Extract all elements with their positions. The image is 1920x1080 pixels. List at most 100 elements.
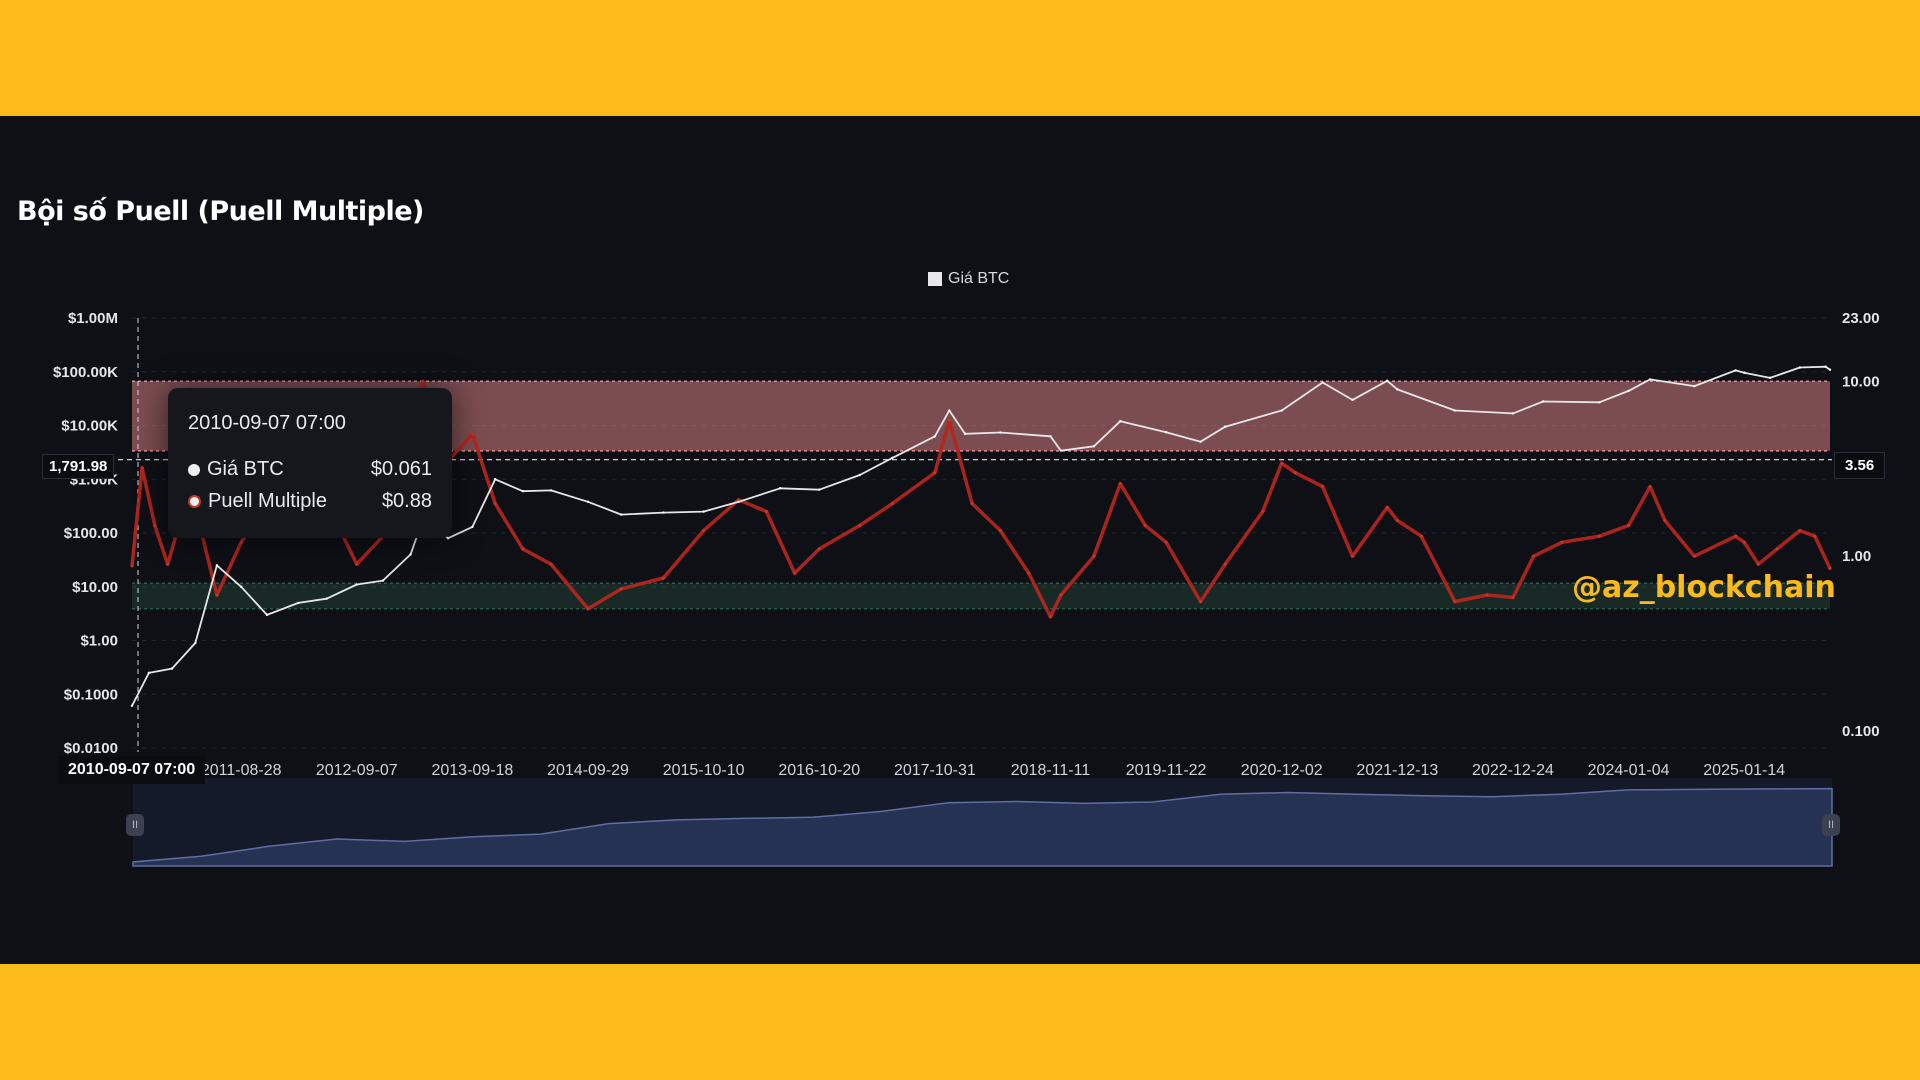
puell-point <box>1419 534 1423 538</box>
puell-point <box>1485 593 1489 597</box>
price-point <box>1828 368 1832 371</box>
price-point <box>1743 371 1746 374</box>
puell-point <box>1532 554 1536 558</box>
price-point <box>1321 381 1324 384</box>
left-tick-label: $10.00 <box>72 579 118 596</box>
x-tick-label: 2020-12-02 <box>1241 762 1323 779</box>
puell-point <box>793 571 797 575</box>
puell-point <box>421 379 425 383</box>
price-point <box>1693 384 1696 388</box>
puell-point <box>239 540 243 544</box>
puell-point <box>1092 554 1096 558</box>
puell-point <box>1395 518 1399 522</box>
puell-point <box>586 607 590 611</box>
puell-point <box>470 432 474 436</box>
price-point <box>265 613 269 617</box>
puell-point <box>1027 571 1031 575</box>
left-tick-label: $0.0100 <box>64 740 118 757</box>
tooltip-price-name: Giá BTC <box>207 458 284 480</box>
price-point <box>1453 409 1457 412</box>
price-point <box>1824 365 1827 368</box>
price-point <box>620 513 623 516</box>
price-point <box>147 671 151 675</box>
tooltip-date: 2010-09-07 07:00 <box>188 412 346 434</box>
left-tick-label: $100.00 <box>64 525 118 542</box>
legend[interactable]: Giá BTC <box>928 270 1009 288</box>
x-tick-label: 2021-12-13 <box>1356 762 1438 779</box>
watermark: @az_blockchain <box>1572 570 1836 605</box>
puell-point <box>1350 554 1354 558</box>
puell-point <box>1692 554 1696 558</box>
puell-point <box>166 562 170 566</box>
left-tick-label: $100.00K <box>53 364 118 381</box>
x-tick-label: 2014-09-29 <box>547 762 629 779</box>
price-point <box>1119 420 1122 423</box>
puell-point <box>1597 534 1601 538</box>
price-point <box>521 489 525 493</box>
price-point <box>409 553 412 556</box>
puell-point <box>1511 596 1515 600</box>
x-tick-label: 2015-10-10 <box>663 762 745 779</box>
right-tick-label: 10.00 <box>1842 373 1880 390</box>
price-point <box>471 525 474 529</box>
price-point <box>1059 449 1063 452</box>
legend-label: Giá BTC <box>948 270 1010 287</box>
puell-point <box>1143 523 1147 527</box>
navigator-right-handle[interactable]: II <box>1822 814 1840 836</box>
price-point <box>702 510 705 513</box>
price-point <box>1396 388 1399 391</box>
puell-point <box>1798 529 1802 533</box>
price-point <box>194 641 197 645</box>
puell-point <box>130 564 134 568</box>
puell-point <box>1059 593 1063 597</box>
price-point <box>999 431 1002 434</box>
x-tick-label: 2022-12-24 <box>1472 762 1554 779</box>
price-point <box>779 487 782 490</box>
tooltip-puell-value: $0.88 <box>381 490 432 512</box>
x-tick-label: 2019-11-22 <box>1126 762 1207 779</box>
price-point <box>1199 440 1202 443</box>
valuation-band <box>132 583 1830 609</box>
price-point <box>239 585 243 588</box>
puell-point <box>1775 547 1779 551</box>
puell-point <box>947 418 951 422</box>
puell-point <box>1164 540 1168 544</box>
puell-point <box>858 523 862 527</box>
price-point <box>446 537 450 540</box>
price-point <box>381 579 385 582</box>
puell-point <box>1627 523 1631 527</box>
right-tick-label: 0.100 <box>1842 723 1880 740</box>
puell-point <box>1560 540 1564 544</box>
price-point <box>1648 378 1652 381</box>
left-tick-label: $1.00M <box>68 310 118 327</box>
crosshair-left-value: 1,791.98 <box>42 454 115 479</box>
tooltip-row-puell: Puell Multiple $0.88 <box>188 490 432 513</box>
price-dot-icon <box>188 463 200 476</box>
navigator-left-handle[interactable]: II <box>126 814 144 836</box>
puell-point <box>1453 600 1457 604</box>
right-tick-label: 23.00 <box>1842 310 1880 327</box>
btc-price-line <box>131 365 1831 707</box>
crosshair-date-label: 2010-09-07 07:00 <box>58 756 206 784</box>
price-point <box>737 500 740 504</box>
navigator-area <box>132 787 1833 867</box>
price-point <box>1164 431 1168 434</box>
puell-point <box>1385 505 1389 509</box>
price-point <box>325 597 328 600</box>
price-point <box>1541 400 1545 403</box>
x-tick-label: 2013-09-18 <box>431 762 513 779</box>
left-tick-label: $10.00K <box>61 418 118 435</box>
puell-dot-icon <box>188 495 201 509</box>
puell-point <box>493 502 497 506</box>
price-point <box>1511 412 1515 415</box>
puell-point <box>998 529 1002 533</box>
price-point <box>1768 376 1772 380</box>
tooltip-row-price: Giá BTC $0.061 <box>188 458 432 481</box>
price-point <box>549 489 553 492</box>
puell-point <box>1293 471 1297 475</box>
puell-point <box>1663 518 1667 522</box>
price-point <box>1092 445 1096 448</box>
left-tick-label: $0.1000 <box>64 686 118 703</box>
puell-point <box>817 547 821 551</box>
